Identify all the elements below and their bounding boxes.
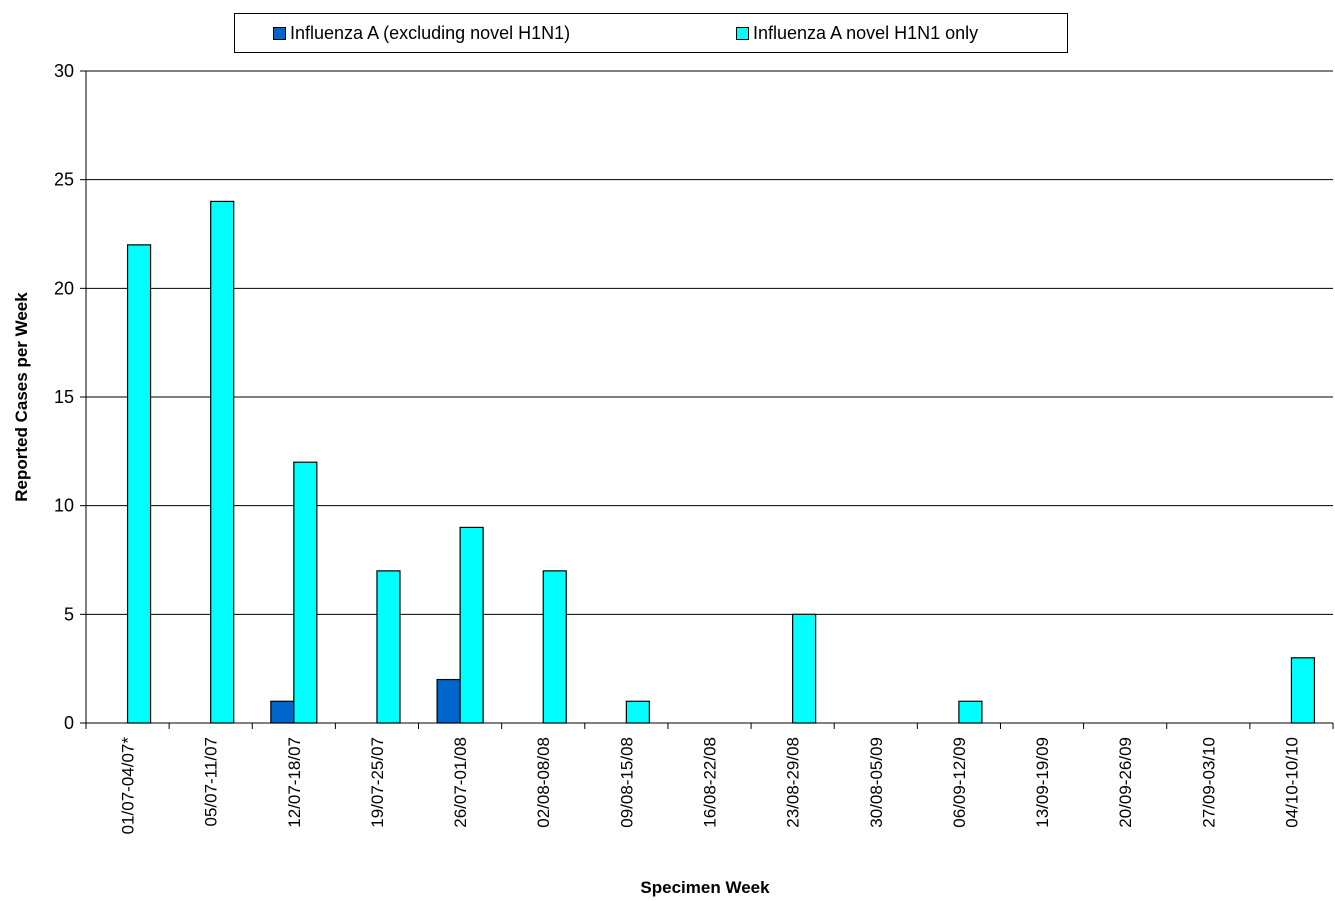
bar-series-1-4: [436, 678, 461, 724]
bar-series-2-6: [625, 700, 650, 724]
y-tick-label-4: 20: [54, 278, 74, 298]
legend-item-series-1: Influenza A (excluding novel H1N1): [273, 23, 570, 44]
y-tick-label-0: 0: [64, 713, 74, 733]
legend-swatch-series-1: [273, 26, 286, 40]
bar-series-2-4: [459, 526, 484, 724]
bar-series-2-0: [126, 244, 152, 724]
y-tick-label-1: 5: [64, 604, 74, 624]
y-tick-label-5: 25: [54, 170, 74, 190]
bars: [126, 200, 1316, 724]
x-tick-label-11: 13/09-19/09: [1033, 737, 1052, 828]
x-axis-title: Specimen Week: [640, 878, 770, 897]
bar-series-2-1: [210, 200, 235, 724]
x-tick-label-6: 09/08-15/08: [617, 737, 636, 828]
axes: [80, 70, 1334, 729]
bar-series-2-8: [792, 613, 817, 724]
x-tick-label-4: 26/07-01/08: [451, 737, 470, 828]
x-tick-label-10: 06/09-12/09: [950, 737, 969, 828]
bar-series-2-2: [293, 461, 318, 724]
y-tick-labels: 0 5 10 15 20 25 30: [54, 61, 74, 733]
x-tick-label-3: 19/07-25/07: [368, 737, 387, 828]
x-tick-label-7: 16/08-22/08: [701, 737, 720, 828]
y-tick-label-2: 10: [54, 496, 74, 516]
bar-series-2-10: [958, 700, 983, 724]
x-tick-label-5: 02/08-08/08: [534, 737, 553, 828]
x-tick-label-12: 20/09-26/09: [1116, 737, 1135, 828]
legend-label-series-1: Influenza A (excluding novel H1N1): [290, 22, 571, 43]
x-tick-label-13: 27/09-03/10: [1199, 737, 1218, 828]
x-tick-labels: 01/07-04/07* 05/07-11/07 12/07-18/07 19/07-…: [119, 737, 1302, 835]
x-tick-label-1: 05/07-11/07: [202, 737, 221, 826]
bar-series-1-2: [270, 700, 295, 724]
gridlines: [86, 70, 1333, 615]
y-axis-title: Reported Cases per Week: [12, 292, 31, 502]
x-tick-label-14: 04/10-10/10: [1282, 737, 1301, 828]
bar-series-2-14: [1290, 657, 1316, 724]
legend: Influenza A (excluding novel H1N1) Influ…: [234, 13, 1068, 53]
x-tick-label-2: 12/07-18/07: [285, 737, 304, 828]
bar-series-2-5: [542, 570, 567, 724]
x-tick-label-0: 01/07-04/07*: [119, 737, 138, 835]
x-tick-label-9: 30/08-05/09: [867, 737, 886, 828]
y-tick-label-6: 30: [54, 61, 74, 81]
x-tick-label-8: 23/08-29/08: [784, 737, 803, 828]
y-tick-label-3: 15: [54, 387, 74, 407]
legend-item-series-2: Influenza A novel H1N1 only: [736, 23, 978, 44]
legend-label-series-2: Influenza A novel H1N1 only: [753, 22, 979, 43]
legend-swatch-series-2: [736, 26, 749, 40]
bar-series-2-3: [376, 570, 401, 724]
